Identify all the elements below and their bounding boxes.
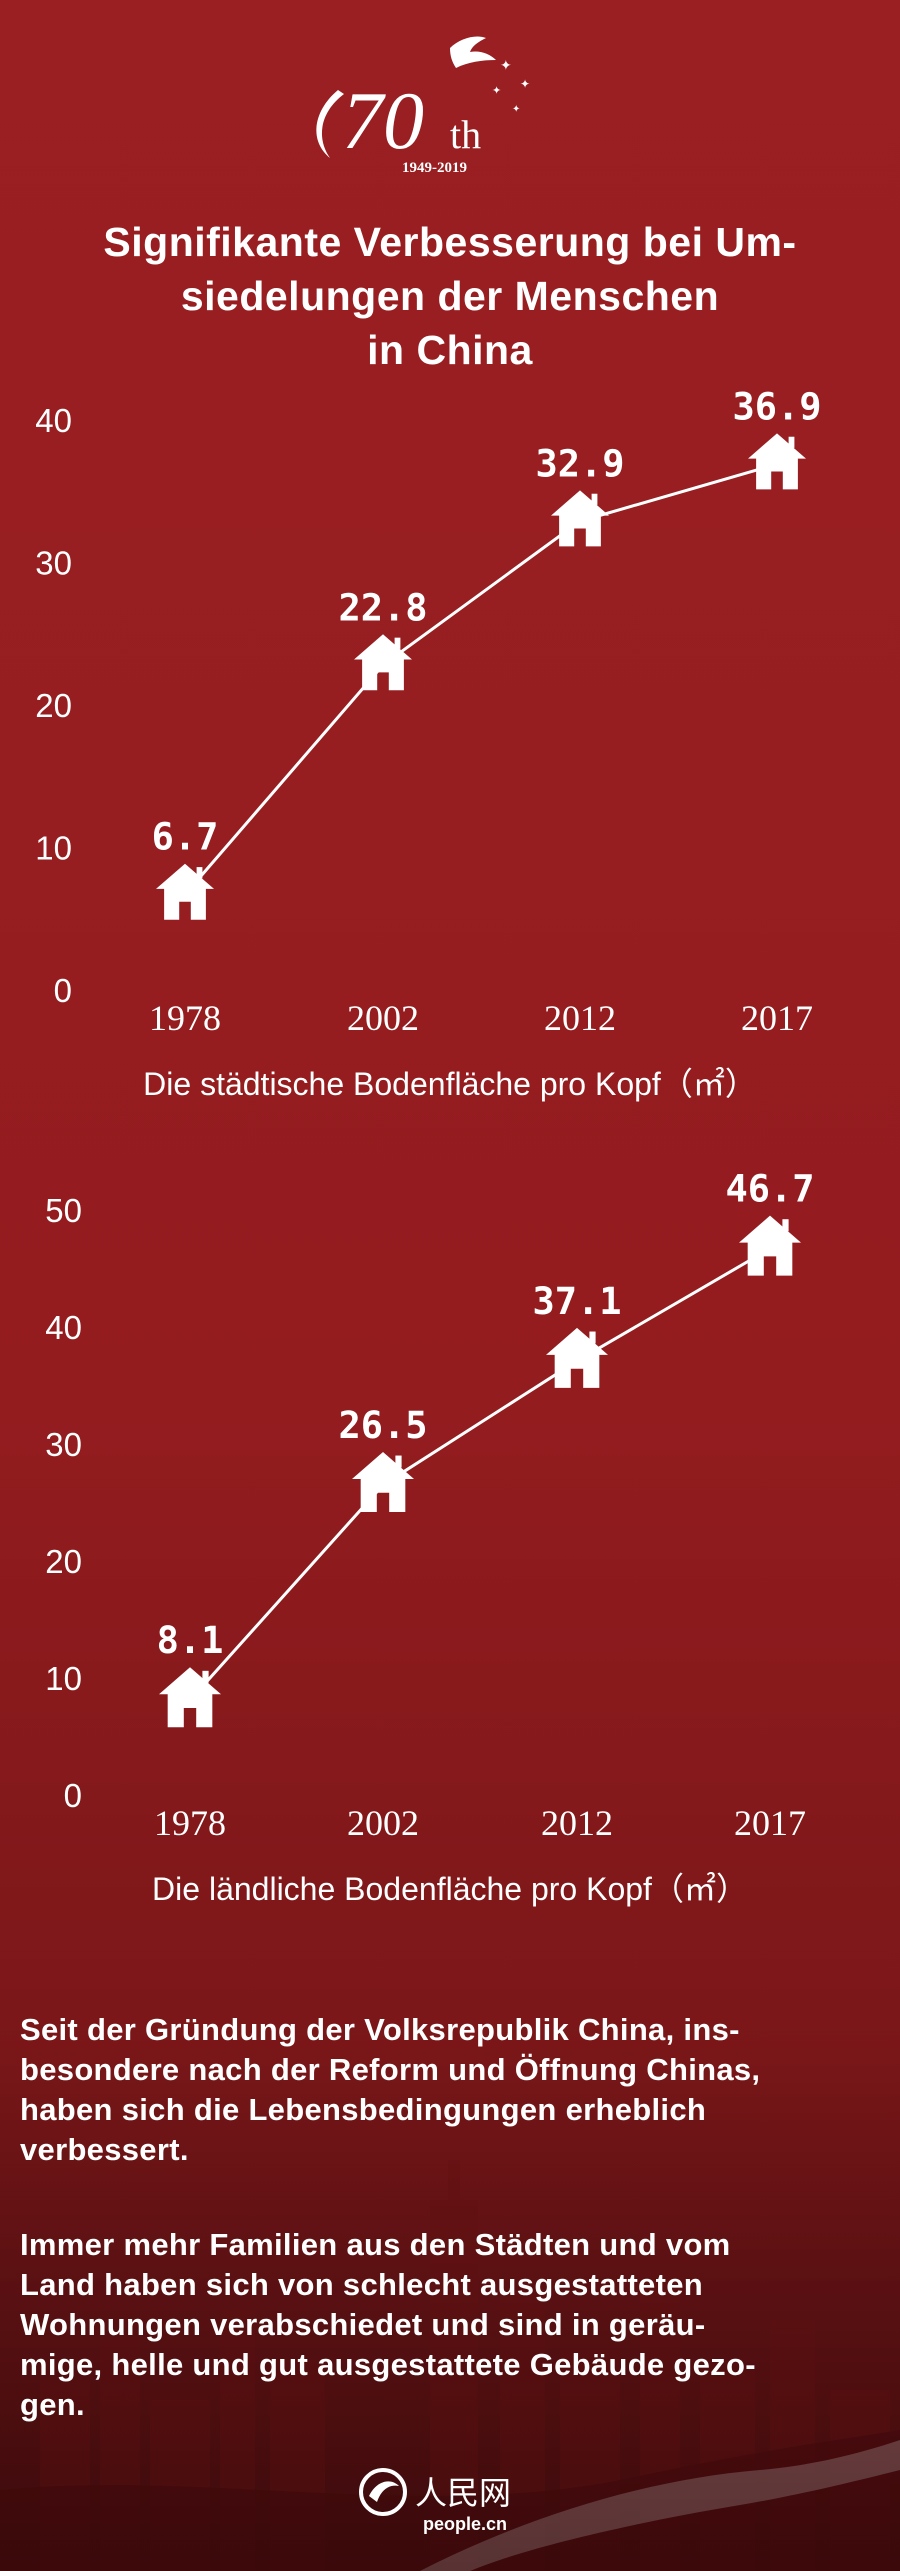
urban-y-tick-label: 10 — [35, 830, 72, 867]
rural-x-tick-label: 2017 — [734, 1803, 806, 1843]
rural-house-icon — [352, 1451, 414, 1512]
rural-y-tick-label: 30 — [45, 1426, 82, 1463]
urban-house-icon — [156, 863, 214, 920]
urban-area-chart-svg: 0 10 20 30 40 6.7 22.8 32.9 36.9 1978 2002 2012 2017… — [35, 390, 821, 1102]
urban-x-tick-label: 2002 — [347, 998, 419, 1038]
people-cn-emblem-icon — [359, 2468, 407, 2516]
swoosh-icon — [316, 90, 344, 158]
anniversary-logo: ✦ ✦ ✦ ✦ 70 th 1949-2019 — [316, 36, 530, 176]
people-cn-logo: 人民网 people.cn — [359, 2468, 511, 2534]
urban-series-line — [183, 462, 778, 896]
star-icon: ✦ — [520, 77, 530, 91]
urban-x-tick-label: 2012 — [544, 998, 616, 1038]
star-icon: ✦ — [500, 57, 512, 73]
logo-number: 70 — [342, 75, 424, 166]
urban-data-label: 32.9 — [535, 442, 624, 485]
rural-house-icon — [739, 1215, 801, 1276]
logo-years: 1949-2019 — [402, 160, 467, 176]
footer-brand-url: people.cn — [423, 2514, 507, 2534]
logo-suffix: th — [450, 112, 481, 157]
rural-x-tick-label: 1978 — [154, 1803, 226, 1843]
urban-data-label: 22.8 — [338, 586, 427, 629]
star-icon: ✦ — [492, 85, 501, 97]
urban-y-tick-label: 0 — [54, 972, 72, 1009]
rural-y-tick-label: 40 — [45, 1309, 82, 1346]
urban-house-icon — [551, 490, 609, 547]
rural-y-tick-label: 10 — [45, 1660, 82, 1697]
footer-brand-cn: 人民网 — [415, 2474, 511, 2512]
rural-area-chart: 0 10 20 30 40 50 8.1 26.5 37.1 46.7 1978 2002 2012 20… — [0, 1110, 900, 1910]
rural-y-tick-label: 20 — [45, 1543, 82, 1580]
urban-x-tick-label: 1978 — [149, 998, 221, 1038]
urban-x-tick-label: 2017 — [741, 998, 813, 1038]
urban-house-icon — [748, 433, 806, 490]
rural-y-tick-label: 50 — [45, 1192, 82, 1229]
rural-data-label: 37.1 — [532, 1280, 621, 1323]
page-title: Signifikante Verbesserung bei Um- siedel… — [103, 219, 797, 373]
rural-x-tick-label: 2002 — [347, 1803, 419, 1843]
rural-house-icon — [546, 1327, 608, 1388]
paragraph-1: Seit der Gründung der Volksrepublik Chin… — [20, 2012, 761, 2167]
urban-y-tick-label: 20 — [35, 687, 72, 724]
rural-data-label: 8.1 — [157, 1619, 224, 1662]
urban-house-icon — [354, 634, 412, 691]
urban-data-label: 6.7 — [152, 816, 219, 859]
rural-data-label: 26.5 — [338, 1404, 427, 1447]
rural-x-tick-label: 2012 — [541, 1803, 613, 1843]
urban-y-tick-label: 40 — [35, 402, 72, 439]
urban-area-chart: 0 10 20 30 40 6.7 22.8 32.9 36.9 1978 2002 2012 2017… — [0, 390, 900, 1110]
rural-house-icon — [159, 1667, 221, 1728]
rural-data-label: 46.7 — [725, 1168, 814, 1211]
urban-y-tick-label: 30 — [35, 545, 72, 582]
rural-area-chart-svg: 0 10 20 30 40 50 8.1 26.5 37.1 46.7 1978 2002 2012 20… — [45, 1168, 814, 1907]
urban-data-label: 36.9 — [732, 390, 821, 428]
rural-x-axis-label: Die ländliche Bodenfläche pro Kopf（㎡） — [152, 1871, 748, 1907]
rural-y-tick-label: 0 — [64, 1777, 82, 1814]
star-icon: ✦ — [512, 104, 520, 115]
urban-x-axis-label: Die städtische Bodenfläche pro Kopf（㎡） — [143, 1066, 757, 1102]
dove-icon — [450, 36, 496, 68]
paragraph-2: Immer mehr Familien aus den Städten und … — [20, 2227, 756, 2422]
rural-series-line — [188, 1247, 771, 1702]
city-skyline-image — [0, 2050, 900, 2571]
